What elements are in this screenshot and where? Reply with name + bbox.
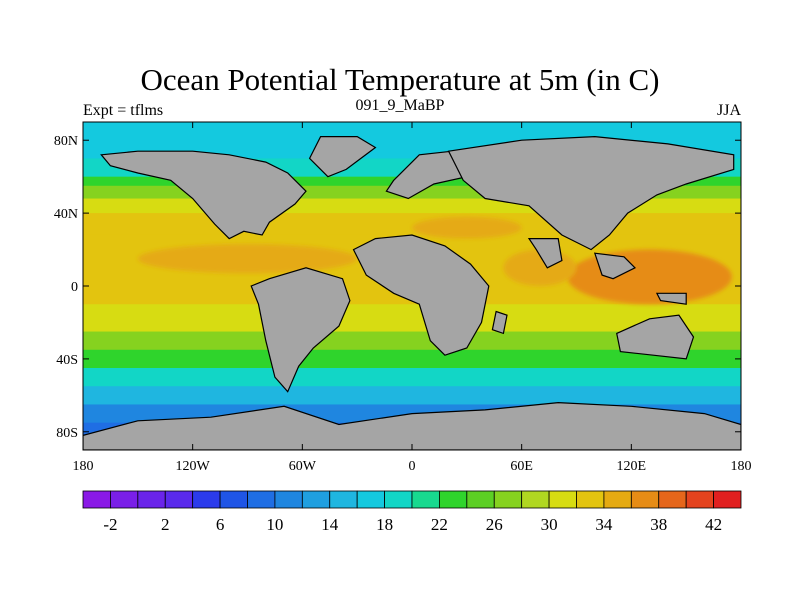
colorbar-swatch xyxy=(521,490,550,509)
lon-tick-label: 120E xyxy=(617,459,647,474)
colorbar-swatch xyxy=(603,490,632,509)
lon-tick-label: 60E xyxy=(510,459,533,474)
land-layer xyxy=(83,135,741,450)
land-south-america xyxy=(250,267,351,393)
colorbar-swatch xyxy=(110,490,139,509)
colorbar-swatch xyxy=(192,490,221,509)
land-antarctica xyxy=(83,401,741,450)
colorbar-swatch xyxy=(713,490,742,509)
colorbar-swatch xyxy=(439,490,468,509)
ocean-band xyxy=(83,368,741,387)
experiment-label: Expt = tflms xyxy=(83,102,164,119)
colorbar-swatch xyxy=(137,490,166,509)
colorbar-swatch xyxy=(384,490,413,509)
colorbar-label: 34 xyxy=(595,515,613,534)
colorbar-swatch xyxy=(329,490,358,509)
colorbar-swatch xyxy=(576,490,605,509)
lat-tick-label: 80N xyxy=(54,134,78,149)
land-southeast-asia xyxy=(593,252,637,280)
colorbar-swatch xyxy=(301,490,331,509)
land-australia xyxy=(616,314,695,360)
ocean-band xyxy=(83,386,741,405)
land-greenland xyxy=(308,136,377,178)
lon-tick-label: 60W xyxy=(289,459,317,474)
colorbar-label: 10 xyxy=(266,515,283,534)
colorbar-swatch xyxy=(274,490,303,509)
colorbar-label: 42 xyxy=(705,515,722,534)
colorbar-swatch xyxy=(493,490,523,509)
colorbar-swatch xyxy=(548,490,577,509)
colorbar-label: 30 xyxy=(541,515,558,534)
season-label: JJA xyxy=(716,102,741,119)
land-north-america xyxy=(100,150,307,240)
colorbar-swatch xyxy=(411,490,440,509)
colorbar-swatch xyxy=(356,490,385,509)
ocean-band xyxy=(83,349,741,369)
colorbar-swatch xyxy=(658,490,687,509)
lon-tick-label: 180 xyxy=(731,459,752,474)
colorbar-label: 2 xyxy=(161,515,170,534)
lon-tick-label: 120W xyxy=(176,459,211,474)
land-asia xyxy=(447,135,735,251)
ocean-warm-patch xyxy=(567,249,732,305)
ocean-band xyxy=(83,331,741,351)
colorbar-label: 38 xyxy=(650,515,667,534)
lat-tick-label: 80S xyxy=(56,426,78,441)
colorbar-label: 14 xyxy=(321,515,339,534)
chart-title: Ocean Potential Temperature at 5m (in C) xyxy=(140,62,660,97)
lon-tick-label: 0 xyxy=(409,459,416,474)
land-india xyxy=(527,238,563,269)
land-new-guinea xyxy=(655,292,687,305)
map-panel xyxy=(83,122,741,450)
colorbar-swatch xyxy=(164,490,194,509)
land-madagascar xyxy=(491,310,508,335)
lat-tick-label: 40N xyxy=(54,207,78,222)
lat-tick-label: 0 xyxy=(71,280,78,295)
lat-tick-label: 40S xyxy=(56,353,78,368)
colorbar: -2 2 6 10 14 18 22 26 30 34 38 42 xyxy=(82,490,742,534)
lon-tick-label: 180 xyxy=(73,459,94,474)
colorbar-swatch xyxy=(466,490,495,509)
colorbar-label: 6 xyxy=(216,515,225,534)
period-label: 091_9_MaBP xyxy=(355,97,445,114)
colorbar-label: -2 xyxy=(103,515,117,534)
colorbar-label: 26 xyxy=(486,515,503,534)
colorbar-swatch xyxy=(630,490,660,509)
colorbar-label: 18 xyxy=(376,515,393,534)
land-africa xyxy=(352,234,490,356)
colorbar-swatch xyxy=(247,490,276,509)
colorbar-label: 22 xyxy=(431,515,448,534)
colorbar-swatch xyxy=(82,490,111,509)
ocean-warm-patch xyxy=(137,244,358,274)
ocean-band xyxy=(83,213,741,236)
map-axes: 180 120W 60W 0 60E 120E 180 80N 40N 0 40S 80S xyxy=(54,122,752,474)
colorbar-swatch xyxy=(219,490,248,509)
colorbar-swatch xyxy=(685,490,714,509)
ocean-warm-patch xyxy=(412,216,522,239)
